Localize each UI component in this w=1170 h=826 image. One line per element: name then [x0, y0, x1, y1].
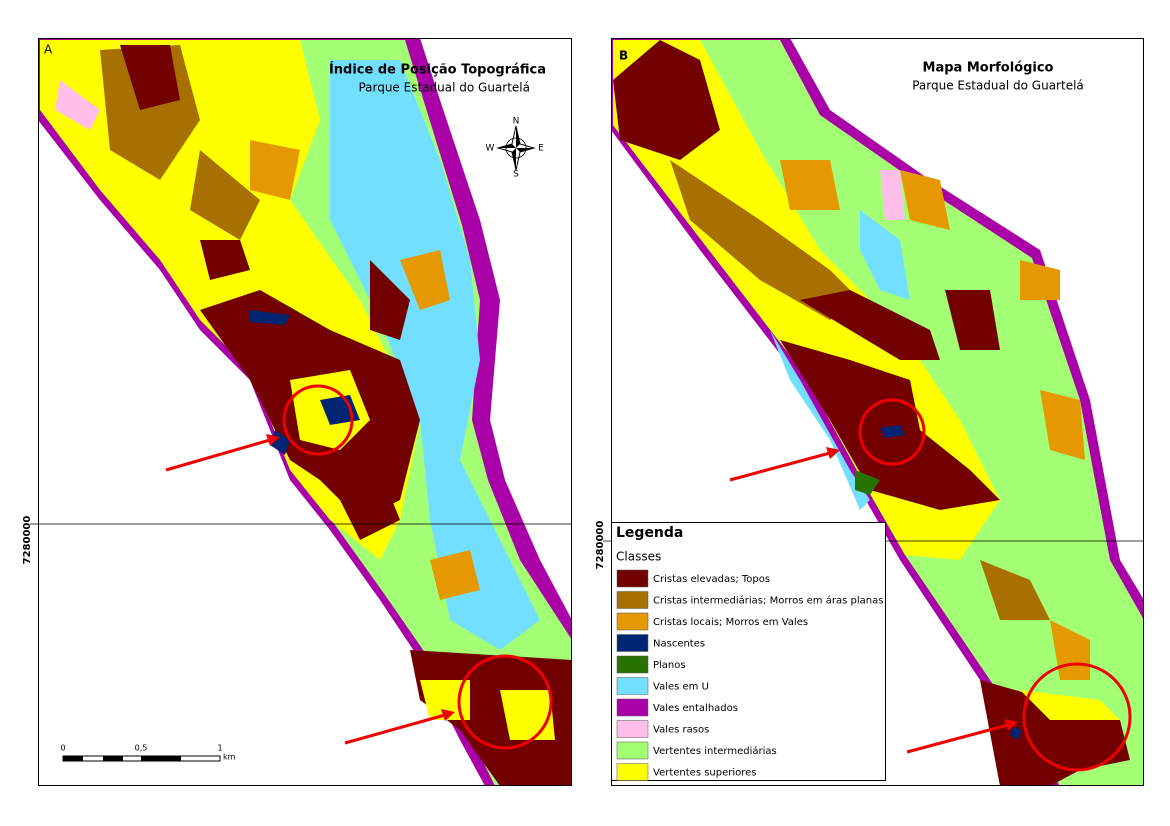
highlight-circle: [282, 384, 354, 456]
legend-label: Vertentes intermediárias: [653, 745, 777, 757]
legend-label: Cristas elevadas; Topos: [653, 574, 770, 585]
scale-bar: [62, 755, 221, 762]
frame-a: [38, 38, 572, 786]
compass-label: E: [538, 144, 544, 154]
legend-swatch: [616, 677, 649, 695]
legend-subtitle: Classes: [616, 550, 661, 564]
arrow-head: [1004, 719, 1018, 731]
legend-swatch: [616, 763, 649, 781]
map-title: Índice de Posição Topográfica: [329, 62, 546, 78]
legend-label: Vales em U: [653, 682, 709, 693]
scale-label: 1: [217, 744, 222, 753]
arrow: [344, 713, 446, 745]
compass-label: W: [486, 144, 495, 154]
map-subtitle: Parque Estadual do Guartelá: [912, 79, 1084, 93]
arrow: [165, 438, 271, 472]
arrow-head: [441, 709, 455, 721]
arrow-head: [826, 447, 840, 459]
legend-swatch: [616, 741, 649, 760]
arrow: [906, 723, 1009, 754]
compass: [496, 125, 536, 171]
panel-label: B: [619, 49, 628, 63]
map-title: Mapa Morfológico: [923, 61, 1054, 76]
frame-b: [611, 38, 1144, 786]
arrow: [729, 451, 831, 482]
legend-swatch: [616, 591, 649, 609]
highlight-circle: [858, 398, 926, 466]
coordinate-label: 7280000: [595, 521, 606, 570]
legend-swatch: [616, 720, 649, 738]
legend-label: Cristas intermediárias; Morros em áras p…: [653, 595, 883, 607]
legend-label: Vales rasos: [653, 725, 709, 736]
coordinate-label: 7280000: [22, 516, 33, 565]
scale-label: 0,5: [135, 744, 148, 753]
compass-label: S: [513, 170, 519, 180]
legend-swatch: [616, 634, 649, 652]
legend-swatch: [616, 698, 649, 717]
compass-label: N: [513, 117, 520, 127]
arrow-head: [266, 434, 280, 446]
legend-label: Vertentes superiores: [653, 768, 757, 779]
legend-label: Nascentes: [653, 639, 705, 650]
legend-label: Cristas locais; Morros em Vales: [653, 617, 808, 628]
legend-swatch: [616, 612, 649, 631]
map-subtitle: Parque Estadual do Guartelá: [358, 81, 530, 95]
highlight-circle: [457, 654, 553, 750]
legend-label: Planos: [653, 660, 686, 671]
legend: Legenda Classes Cristas elevadas; Topos C…: [611, 522, 886, 781]
highlight-circle: [1022, 662, 1132, 772]
legend-swatch: [616, 655, 649, 674]
scale-label: 0: [60, 744, 65, 753]
legend-swatch: [616, 569, 649, 588]
map-a: [38, 38, 572, 786]
panel-label: A: [44, 43, 53, 57]
legend-title: Legenda: [616, 525, 683, 541]
scale-unit: km: [223, 753, 236, 762]
map-b: [611, 38, 1144, 786]
legend-label: Vales entalhados: [653, 703, 738, 714]
